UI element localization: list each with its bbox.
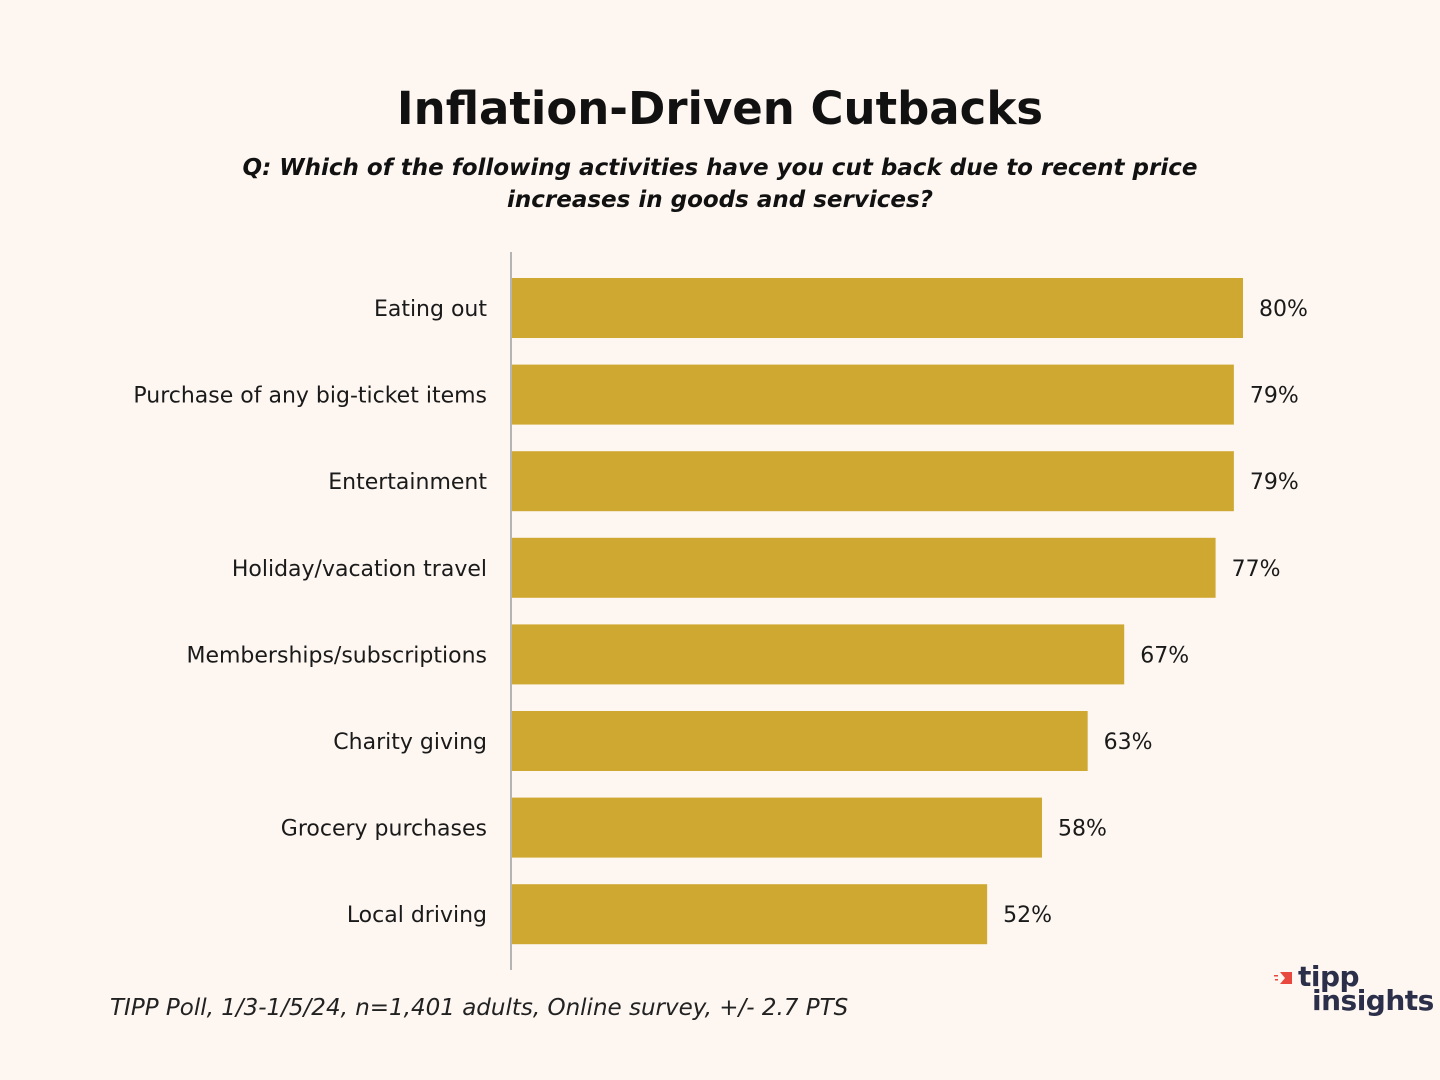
bar-2	[512, 451, 1234, 512]
bar-0	[512, 278, 1243, 338]
source-note: TIPP Poll, 1/3-1/5/24, n=1,401 adults, O…	[110, 995, 849, 1021]
value-label-7: 52%	[1003, 903, 1052, 928]
logo-text-insights: insights	[1312, 984, 1434, 1017]
value-label-6: 58%	[1058, 817, 1107, 842]
value-label-4: 67%	[1140, 643, 1189, 668]
bar-3	[512, 537, 1216, 598]
value-label-0: 80%	[1259, 297, 1308, 322]
chart-title: Inflation-Driven Cutbacks	[396, 82, 1044, 135]
category-label-2: Entertainment	[328, 470, 487, 495]
bar-4	[512, 624, 1125, 685]
bar-6	[512, 797, 1042, 858]
chart-subtitle: Q: Which of the following activities hav…	[242, 155, 1198, 213]
category-label-3: Holiday/vacation travel	[232, 557, 487, 582]
tipp-insights-logo: tipp insights	[1268, 960, 1434, 1020]
value-label-5: 63%	[1104, 730, 1153, 755]
value-label-1: 79%	[1250, 384, 1299, 409]
bar-7	[512, 884, 988, 945]
category-label-0: Eating out	[374, 297, 487, 322]
category-label-6: Grocery purchases	[281, 817, 487, 842]
category-label-5: Charity giving	[333, 730, 487, 755]
value-label-2: 79%	[1250, 470, 1299, 495]
logo-arrow-icon	[1274, 972, 1292, 984]
category-label-1: Purchase of any big-ticket items	[133, 384, 487, 409]
category-label-4: Memberships/subscriptions	[186, 643, 487, 668]
bar-5	[512, 711, 1088, 771]
category-label-7: Local driving	[347, 903, 487, 928]
bar-1	[512, 364, 1234, 425]
value-label-3: 77%	[1232, 557, 1281, 582]
logo-text-tipp: tipp	[1298, 960, 1360, 993]
